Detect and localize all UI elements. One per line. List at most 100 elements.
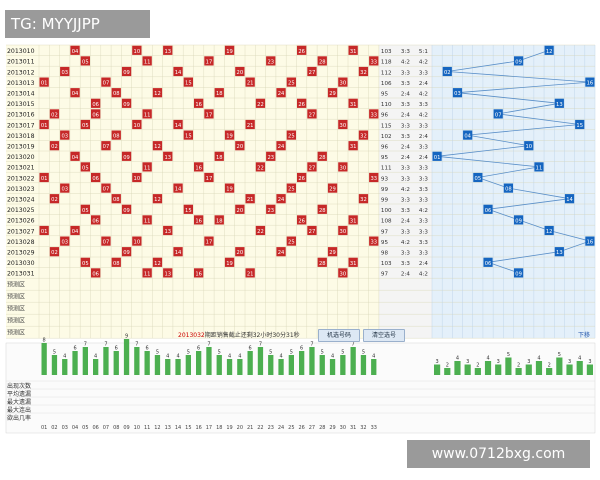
red-occurrence-bar	[247, 351, 253, 375]
row-stat: 111	[381, 166, 392, 172]
clear-pick-button[interactable]: 清空选号	[363, 329, 405, 342]
row-stat: 3:3	[401, 81, 410, 87]
red-occurrence-label: 7	[352, 342, 355, 348]
blue-occurrence-bar	[495, 364, 502, 375]
red-column-number: 26	[298, 425, 304, 431]
red-ball-number: 30	[340, 123, 347, 129]
row-stat: 100	[381, 208, 392, 214]
red-ball-number: 13	[164, 229, 171, 235]
red-ball	[163, 151, 173, 161]
red-ball-number: 03	[61, 240, 68, 246]
red-ball-number: 05	[82, 165, 89, 171]
red-ball-number: 20	[237, 144, 244, 150]
red-ball	[327, 183, 338, 193]
row-stat: 118	[381, 60, 392, 66]
red-ball	[39, 172, 49, 183]
red-ball	[224, 257, 235, 267]
red-column-number: 29	[329, 425, 335, 431]
row-stat: 96	[381, 145, 389, 151]
row-stat: 2:4	[401, 155, 410, 161]
red-ball-number: 31	[350, 218, 357, 224]
row-stat: 3:3	[401, 251, 410, 257]
red-ball	[80, 257, 90, 267]
move-down-link[interactable]: 下移	[578, 332, 591, 339]
red-ball-number: 30	[340, 81, 347, 87]
blue-occurrence-bar	[535, 361, 543, 375]
red-ball-number: 05	[82, 208, 89, 214]
red-ball	[266, 56, 276, 66]
red-ball	[276, 194, 286, 204]
red-ball	[297, 172, 307, 183]
red-occurrence-label: 4	[279, 354, 282, 360]
blue-occurrence-bar	[515, 368, 522, 375]
red-ball-number: 26	[298, 49, 305, 55]
blue-ball-number: 16	[587, 81, 594, 87]
blue-occurrence-label: 5	[507, 352, 510, 358]
period-label: 2013021	[7, 165, 35, 172]
blue-ball-number: 05	[475, 176, 482, 182]
red-ball	[348, 215, 358, 225]
blue-ball-number: 11	[536, 165, 543, 171]
red-occurrence-bar	[41, 343, 47, 375]
red-ball	[369, 236, 379, 246]
red-ball-number: 12	[154, 91, 161, 97]
blue-occurrence-bar	[505, 357, 512, 375]
red-ball-number: 25	[288, 187, 295, 193]
red-occurrence-bar	[216, 355, 222, 375]
red-ball	[101, 141, 111, 151]
red-ball-number: 09	[123, 70, 130, 76]
red-ball-number: 26	[298, 218, 305, 224]
row-stat: 2:4	[401, 113, 410, 119]
red-occurrence-label: 7	[207, 342, 210, 348]
red-ball	[152, 194, 163, 204]
blue-occurrence-bar	[525, 364, 532, 375]
blue-ball-number: 07	[495, 112, 502, 118]
blue-occurrence-label: 4	[537, 356, 540, 362]
red-ball-number: 30	[340, 165, 347, 171]
row-stat: 103	[381, 49, 392, 55]
red-ball-number: 19	[226, 261, 233, 267]
red-column-number: 04	[72, 425, 78, 431]
blue-ball	[483, 204, 493, 214]
blue-ball	[544, 225, 554, 236]
red-ball	[235, 247, 245, 257]
blue-ball	[585, 236, 595, 246]
blue-occurrence-bar	[576, 361, 583, 375]
red-ball	[60, 183, 70, 193]
row-stat: 3:3	[419, 145, 428, 151]
red-ball	[369, 172, 379, 183]
red-occurrence-bar	[113, 351, 119, 375]
red-ball	[121, 98, 132, 108]
blue-occurrence-bar	[454, 361, 461, 375]
red-ball-number: 29	[329, 250, 336, 256]
red-ball-number: 04	[72, 49, 79, 55]
red-ball	[245, 77, 255, 87]
red-ball-number: 30	[340, 271, 347, 277]
red-ball	[286, 130, 296, 140]
red-ball-number: 09	[123, 155, 130, 161]
row-stat: 3:3	[419, 187, 428, 193]
red-occurrence-bar	[340, 355, 346, 375]
red-occurrence-bar	[226, 359, 233, 375]
red-occurrence-bar	[144, 351, 150, 375]
random-pick-button[interactable]: 机选号码	[318, 329, 360, 342]
red-ball-number: 09	[123, 208, 130, 214]
red-occurrence-bar	[329, 359, 336, 375]
blue-ball-number: 09	[515, 271, 522, 277]
blue-ball-number: 16	[587, 240, 594, 246]
blue-ball	[463, 130, 473, 140]
red-ball	[80, 162, 90, 172]
red-ball	[358, 194, 369, 204]
row-stat: 4:2	[401, 187, 410, 193]
countdown-text: 期距销售截止还剩32小时30分31秒	[204, 332, 300, 339]
row-stat: 3:3	[419, 166, 428, 172]
red-ball-number: 24	[278, 91, 285, 97]
red-ball	[152, 257, 163, 267]
red-ball-number: 07	[103, 144, 110, 150]
blue-occurrence-label: 3	[497, 359, 500, 365]
red-occurrence-label: 8	[43, 338, 46, 344]
blue-ball-number: 12	[546, 49, 553, 55]
row-stat: 2:4	[401, 272, 410, 278]
red-ball-number: 19	[226, 187, 233, 193]
row-stat: 98	[381, 251, 389, 257]
